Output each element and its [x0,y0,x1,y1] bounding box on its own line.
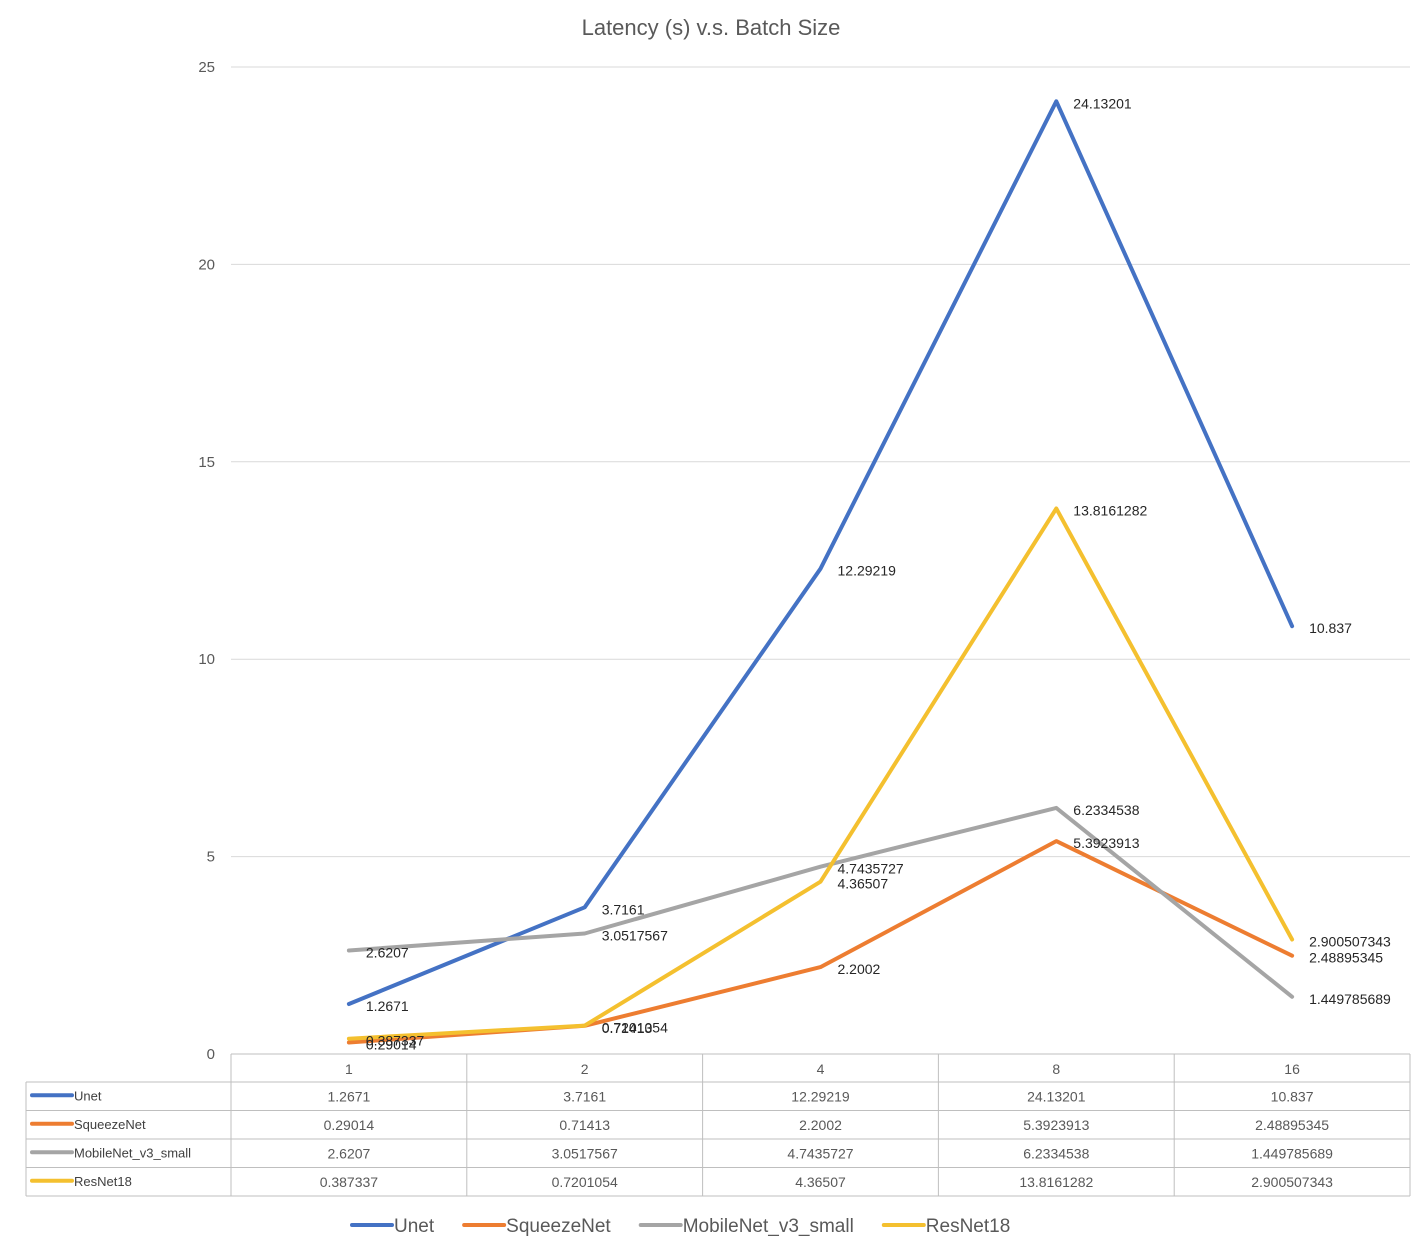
table-cell: 0.387337 [320,1174,379,1190]
legend-label: ResNet18 [926,1216,1011,1237]
data-label: 0.7201054 [602,1020,668,1036]
x-tick-label: 2 [581,1061,589,1077]
table-row-label: ResNet18 [74,1174,132,1189]
table-cell: 10.837 [1271,1088,1314,1104]
data-label: 10.837 [1309,620,1352,636]
table-cell: 0.29014 [324,1117,375,1133]
y-tick-label: 10 [198,651,215,668]
data-label: 1.449785689 [1309,991,1391,1007]
legend-label: Unet [394,1216,435,1237]
series-line-2 [346,805,1295,999]
data-label: 13.8161282 [1073,503,1147,519]
table-cell: 2.2002 [799,1117,842,1133]
table-cell: 12.29219 [791,1088,850,1104]
table-row-label: MobileNet_v3_small [74,1145,191,1160]
y-tick-label: 0 [207,1046,215,1063]
data-label: 4.7435727 [838,861,904,877]
data-label: 0.71413 [602,1020,653,1036]
table-cell: 3.0517567 [552,1145,618,1161]
data-label: 0.29014 [366,1037,417,1053]
data-table: 1 2 4 8 16 Unet 1.2671 3.7161 12.29219 24.13201 10… [25,1054,1411,1197]
table-cell: 1.449785689 [1251,1145,1333,1161]
data-label: 2.48895345 [1309,950,1383,966]
data-label: 2.900507343 [1309,933,1391,949]
table-cell: 1.2671 [327,1088,370,1104]
table-cell: 2.900507343 [1251,1174,1333,1190]
gridlines: 0 5 10 15 20 25 [198,59,1410,1063]
x-tick-label: 4 [817,1061,825,1077]
data-label: 3.0517567 [602,928,668,944]
table-row-label: Unet [74,1088,102,1103]
table-cell: 5.3923913 [1023,1117,1089,1133]
data-label: 24.13201 [1073,95,1132,111]
y-tick-label: 20 [198,256,215,273]
table-row-label: SqueezeNet [74,1117,146,1132]
legend: Unet SqueezeNet MobileNet_v3_small ResNet18 [350,1216,1011,1237]
series-lines [346,99,1295,1045]
data-labels: 1.2671 3.7161 12.29219 24.13201 10.837 0.2901… [366,95,1391,1052]
y-tick-label: 5 [207,849,215,866]
data-label: 2.6207 [366,945,409,961]
y-tick-label: 15 [198,454,215,471]
legend-label: SqueezeNet [506,1216,611,1237]
chart-title: Latency (s) v.s. Batch Size [582,15,841,40]
table-cell: 24.13201 [1027,1088,1086,1104]
legend-label: MobileNet_v3_small [683,1216,854,1237]
y-tick-label: 25 [198,59,215,76]
table-cell: 0.7201054 [552,1174,618,1190]
table-cell: 4.7435727 [787,1145,853,1161]
series-line-3 [346,506,1295,1041]
data-label: 0.387337 [366,1033,425,1049]
data-label: 6.2334538 [1073,802,1139,818]
data-label: 3.7161 [602,901,645,917]
table-cell: 6.2334538 [1023,1145,1089,1161]
data-label: 2.2002 [838,961,881,977]
x-tick-label: 16 [1284,1061,1300,1077]
data-label: 4.36507 [838,876,889,892]
table-cell: 4.36507 [795,1174,846,1190]
x-tick-label: 8 [1052,1061,1060,1077]
data-label: 5.3923913 [1073,835,1139,851]
table-cell: 3.7161 [563,1088,606,1104]
table-cell: 2.6207 [327,1145,370,1161]
data-label: 1.2671 [366,998,409,1014]
table-cell: 2.48895345 [1255,1117,1329,1133]
table-cell: 13.8161282 [1019,1174,1093,1190]
data-label: 12.29219 [838,563,897,579]
table-cell: 0.71413 [559,1117,610,1133]
x-tick-label: 1 [345,1061,353,1077]
